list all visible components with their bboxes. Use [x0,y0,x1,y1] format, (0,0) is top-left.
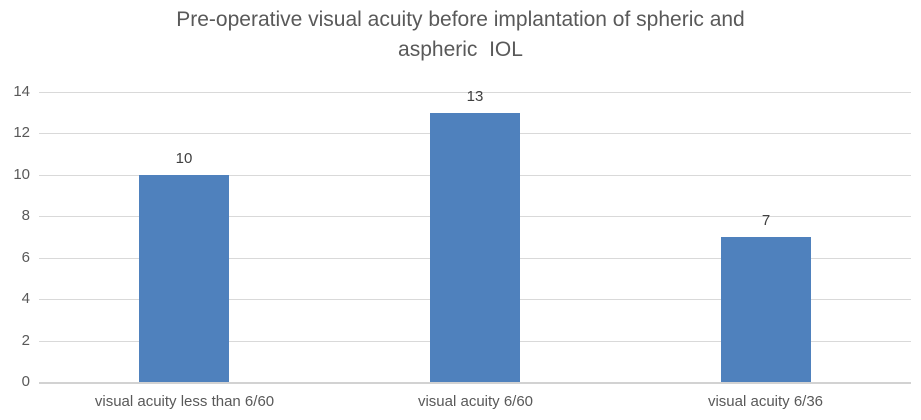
y-axis-tick-label: 8 [21,207,30,224]
bar [430,113,520,382]
x-axis-category-label: visual acuity 6/60 [417,393,534,410]
y-axis-tick-label: 12 [13,124,30,141]
bar [139,175,229,382]
bar-value-label: 13 [466,88,484,105]
x-axis-category-label: visual acuity less than 6/60 [94,393,275,410]
y-axis-tick-label: 4 [21,290,30,307]
y-axis-tick-label: 14 [13,83,30,100]
y-axis-tick-label: 0 [21,373,30,390]
gridline [39,92,911,93]
bar [721,237,811,382]
chart-title: Pre-operative visual acuity before impla… [0,5,921,65]
chart-title-line-2: aspheric IOL [398,38,523,61]
bar-value-label: 7 [761,212,771,229]
x-axis-category-label: visual acuity 6/36 [707,393,824,410]
y-axis-tick-label: 6 [21,249,30,266]
bar-value-label: 10 [175,150,193,167]
y-axis-tick-label: 2 [21,332,30,349]
chart-title-line-1: Pre-operative visual acuity before impla… [176,8,745,31]
y-axis-tick-label: 10 [13,166,30,183]
x-axis-line [39,382,911,384]
